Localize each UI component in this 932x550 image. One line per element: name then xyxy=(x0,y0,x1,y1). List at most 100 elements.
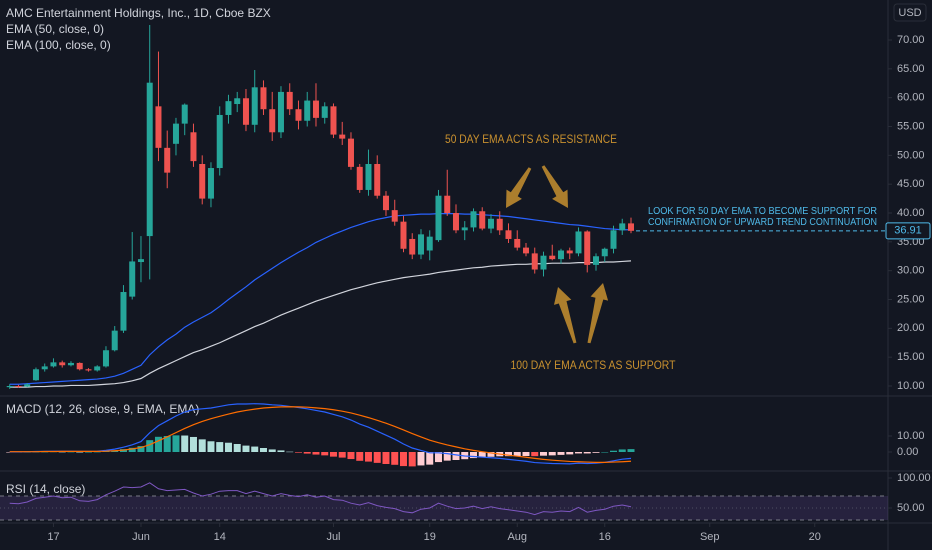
candle-body xyxy=(24,384,31,387)
candle-body xyxy=(444,195,451,214)
candle-body xyxy=(540,255,547,270)
histogram-bar xyxy=(356,452,364,461)
histogram-bar xyxy=(303,452,311,454)
candle-body xyxy=(59,362,66,366)
candle-body xyxy=(111,330,118,351)
histogram-bar xyxy=(312,452,320,455)
histogram-bar xyxy=(627,449,635,453)
histogram-bar xyxy=(557,452,565,455)
candle-body xyxy=(619,223,626,231)
y-tick-label: 20.00 xyxy=(897,322,925,334)
candle-body xyxy=(522,247,529,254)
macd-line xyxy=(9,403,632,465)
candle-body xyxy=(251,87,258,125)
histogram-bar xyxy=(478,452,486,458)
arrow xyxy=(554,287,577,344)
candle-body xyxy=(610,230,617,249)
candle-body xyxy=(487,218,494,229)
candle-body xyxy=(155,106,162,148)
histogram-bar xyxy=(128,447,136,453)
candle-body xyxy=(374,163,381,196)
histogram-bar xyxy=(452,452,460,461)
candle-body xyxy=(531,253,538,270)
candle-body xyxy=(304,100,311,121)
histogram-bar xyxy=(513,452,521,457)
candle-body xyxy=(269,109,276,133)
histogram-bar xyxy=(146,440,154,453)
histogram-bar xyxy=(609,450,617,453)
candle-body xyxy=(321,106,328,118)
last-price-box xyxy=(885,222,931,240)
candle-body xyxy=(172,123,179,144)
y-tick-label: 0.00 xyxy=(897,446,918,458)
histogram-bar xyxy=(469,452,477,459)
histogram-bar xyxy=(574,452,582,454)
candle-body xyxy=(409,238,416,255)
y-tick-label: 100.00 xyxy=(897,472,931,484)
rsi-title: RSI (14, close) xyxy=(6,482,85,496)
x-tick-label: 19 xyxy=(424,531,436,543)
y-tick-label: 50.00 xyxy=(897,502,925,514)
candle-body xyxy=(566,250,573,254)
y-tick-label: 55.00 xyxy=(897,120,925,132)
plot-area xyxy=(6,403,635,467)
histogram-bar xyxy=(154,436,162,453)
candle-body xyxy=(199,163,206,199)
y-tick-label: 70.00 xyxy=(897,34,925,46)
x-tick-label: 17 xyxy=(47,531,59,543)
candle-body xyxy=(584,231,591,265)
histogram-bar xyxy=(286,451,294,453)
histogram-bar xyxy=(84,452,92,453)
histogram-bar xyxy=(443,452,451,461)
macd-line xyxy=(9,406,632,463)
candle-body xyxy=(207,168,214,199)
candle-body xyxy=(592,256,599,265)
annotation: 50 DAY EMA ACTS AS RESISTANCE xyxy=(445,132,617,146)
histogram-bar xyxy=(487,452,495,457)
legend-entry: EMA (50, close, 0) xyxy=(6,22,104,36)
candle-body xyxy=(216,114,223,169)
macd-title: MACD (12, 26, close, 9, EMA, EMA) xyxy=(6,402,199,416)
candle-body xyxy=(330,106,337,135)
candle-body xyxy=(146,82,153,237)
histogram-bar xyxy=(58,451,66,453)
candle-body xyxy=(260,87,267,110)
candle-body xyxy=(382,195,389,211)
ema-line xyxy=(9,260,632,388)
x-tick-label: 20 xyxy=(809,531,821,543)
histogram-bar xyxy=(399,452,407,467)
candle-body xyxy=(277,91,284,133)
histogram-bar xyxy=(566,452,574,455)
annotation: CONFIRMATION OF UPWARD TREND CONTINUATIO… xyxy=(648,216,877,228)
histogram-bar xyxy=(329,452,337,457)
candle-body xyxy=(164,147,171,173)
histogram-bar xyxy=(618,449,626,453)
x-tick-label: Jun xyxy=(132,531,150,543)
y-tick-label: 15.00 xyxy=(897,351,925,363)
histogram-bar xyxy=(198,439,206,453)
histogram-bar xyxy=(548,452,556,456)
candle-body xyxy=(435,195,442,241)
histogram-bar xyxy=(408,452,416,467)
candle-body xyxy=(286,91,293,110)
candle-body xyxy=(225,101,232,115)
histogram-bar xyxy=(268,449,276,453)
candle-body xyxy=(41,366,48,370)
y-tick-label: 65.00 xyxy=(897,63,925,75)
candle-body xyxy=(575,231,582,254)
chart-title: AMC Entertainment Holdings, Inc., 1D, Cb… xyxy=(6,6,271,20)
histogram-bar xyxy=(242,445,250,453)
candle-body xyxy=(470,211,477,228)
histogram-bar xyxy=(224,442,232,453)
y-tick-label: 10.00 xyxy=(897,380,925,392)
histogram-bar xyxy=(207,441,215,453)
histogram-bar xyxy=(426,452,434,465)
candle-body xyxy=(129,261,136,297)
histogram-bar xyxy=(522,452,530,457)
legend-entry: EMA (100, close, 0) xyxy=(6,38,111,52)
candle-body xyxy=(347,138,354,167)
histogram-bar xyxy=(434,452,442,463)
candle-body xyxy=(461,227,468,231)
arrow xyxy=(541,165,568,208)
candle-body xyxy=(76,362,83,370)
